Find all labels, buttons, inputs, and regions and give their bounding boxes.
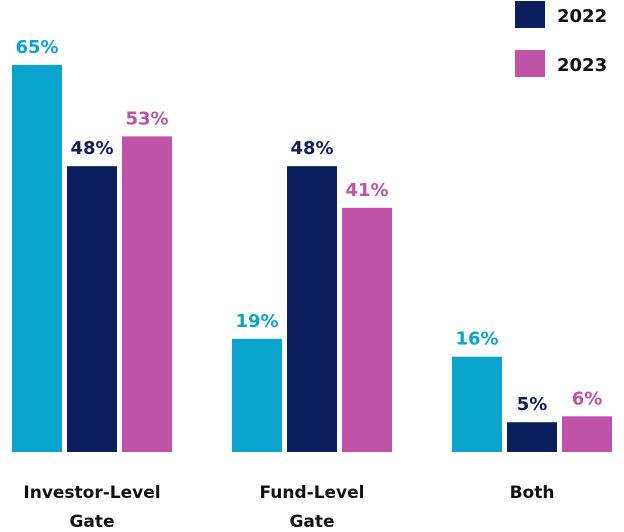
legend-swatch [515,1,545,28]
bar [287,166,337,452]
bar [122,136,172,452]
legend-label: 2023 [557,55,607,76]
value-label: 48% [290,138,333,159]
value-label: 48% [70,138,113,159]
value-label: 53% [125,108,168,129]
bar [562,416,612,452]
bar [67,166,117,452]
category-label: Investor-Level Gate [23,483,161,532]
bar [232,338,282,452]
value-label: 41% [345,180,388,201]
legend-label: 2022 [557,6,607,27]
legend-swatch [515,50,545,77]
value-label: 65% [15,37,58,58]
bar [452,356,502,452]
bar [507,422,557,452]
value-label: 16% [455,329,498,350]
category-label: Both [509,483,555,503]
bar [12,64,62,453]
value-label: 6% [572,388,603,409]
value-label: 19% [235,311,278,332]
category-label: Fund-Level Gate [259,483,365,532]
value-label: 5% [517,394,548,415]
bar [342,207,392,452]
